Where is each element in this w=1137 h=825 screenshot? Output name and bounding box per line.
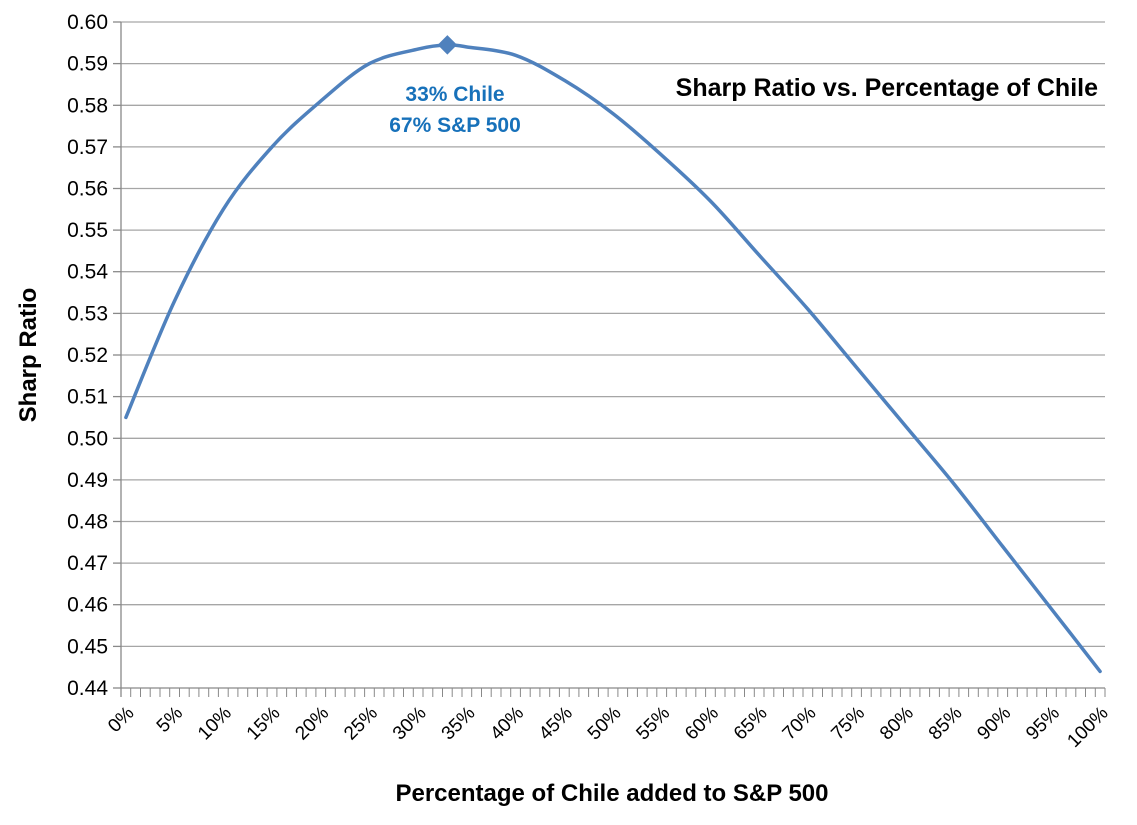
y-tick-label: 0.52: [67, 344, 108, 367]
x-tick-label: 50%: [584, 703, 626, 745]
y-axis-title: Sharp Ratio: [15, 288, 42, 423]
peak-annotation-line-1: 33% Chile: [405, 83, 504, 106]
x-tick-label: 30%: [389, 703, 431, 745]
x-tick-label: 10%: [194, 703, 236, 745]
x-tick-label: 80%: [876, 703, 918, 745]
x-tick-label: 65%: [730, 703, 772, 745]
x-tick-label: 85%: [925, 703, 967, 745]
y-tick-label: 0.48: [67, 511, 108, 534]
peak-annotation-line-2: 67% S&P 500: [389, 114, 521, 137]
x-tick-label: 70%: [779, 703, 821, 745]
y-tick-label: 0.53: [67, 302, 108, 325]
x-tick-label: 0%: [104, 703, 138, 737]
x-tick-label: 55%: [632, 703, 674, 745]
y-tick-label: 0.60: [67, 11, 108, 34]
x-axis-title: Percentage of Chile added to S&P 500: [395, 780, 828, 807]
y-tick-label: 0.44: [67, 677, 108, 700]
x-tick-label: 75%: [827, 703, 869, 745]
chart-title: Sharp Ratio vs. Percentage of Chile: [676, 74, 1098, 102]
x-tick-label: 15%: [243, 703, 285, 745]
x-tick-label: 60%: [681, 703, 723, 745]
y-tick-label: 0.59: [67, 53, 108, 76]
x-tick-label: 35%: [438, 703, 480, 745]
y-tick-label: 0.54: [67, 261, 108, 284]
y-tick-label: 0.58: [67, 94, 108, 117]
y-tick-label: 0.49: [67, 469, 108, 492]
x-tick-label: 40%: [486, 703, 528, 745]
y-tick-label: 0.46: [67, 594, 108, 617]
y-tick-label: 0.50: [67, 427, 108, 450]
x-tick-label: 95%: [1022, 703, 1064, 745]
x-tick-label: 25%: [340, 703, 382, 745]
series-line: [124, 43, 1102, 674]
x-tick-label: 20%: [291, 703, 333, 745]
y-tick-label: 0.57: [67, 136, 108, 159]
y-tick-label: 0.47: [67, 552, 108, 575]
y-tick-label: 0.51: [67, 386, 108, 409]
peak-marker: [437, 35, 458, 55]
x-tick-label: 90%: [973, 703, 1015, 745]
series-layer: [124, 35, 1102, 674]
x-tick-label: 45%: [535, 703, 577, 745]
x-tick-label: 100%: [1063, 703, 1112, 752]
y-tick-label: 0.45: [67, 635, 108, 658]
x-tick-label: 5%: [153, 703, 187, 737]
grid-layer: 0.60 0.59 0.58 0.57 0.56 0.55 0.54 0.53 0.52 0.51…: [67, 11, 1113, 752]
y-tick-label: 0.55: [67, 219, 108, 242]
y-tick-label: 0.56: [67, 178, 108, 201]
